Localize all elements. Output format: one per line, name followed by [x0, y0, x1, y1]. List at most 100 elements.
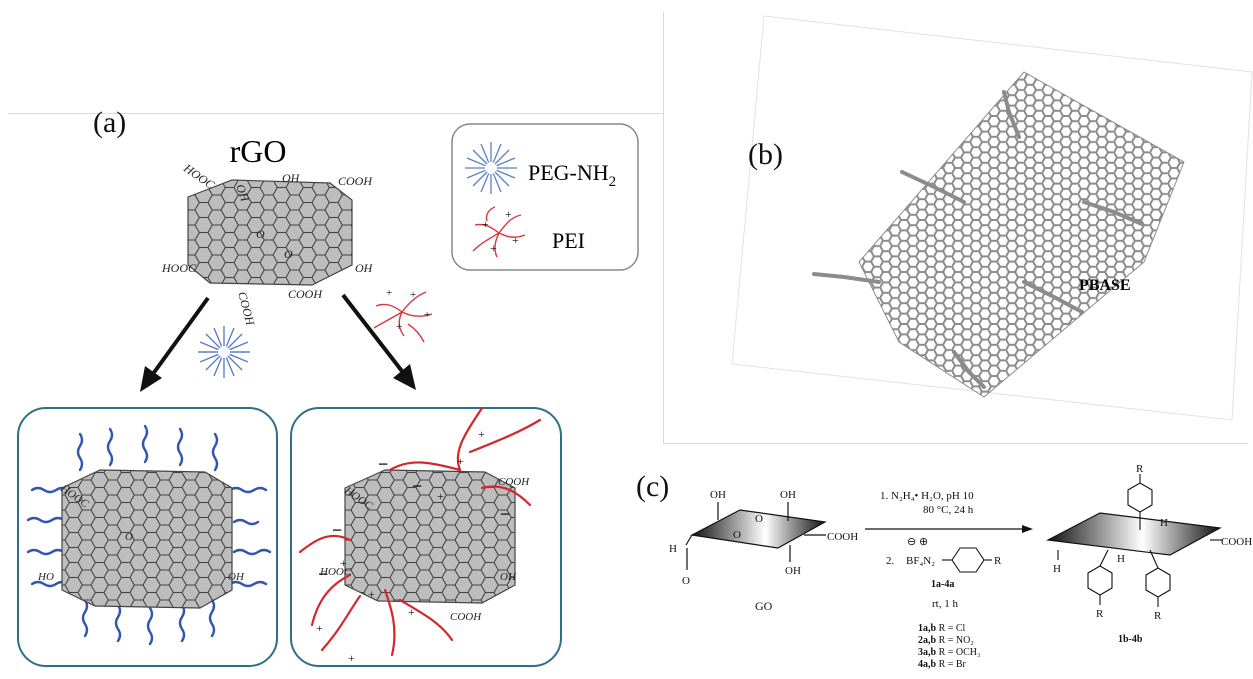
group-oh-3: OH: [355, 261, 374, 275]
panel-b-image: PBASE: [731, 15, 1253, 421]
product-h-1: H: [1160, 517, 1168, 529]
pei-group-oh: OH: [500, 571, 517, 583]
go-o-1: O: [682, 575, 690, 587]
pei-charge-4: +: [490, 241, 497, 255]
pei-group-hooc-2: HOOC: [319, 566, 352, 578]
pei-legend-icon: [472, 206, 526, 258]
go-h: H: [669, 543, 677, 555]
step2-number: 2.: [886, 555, 895, 567]
group-o-1: O: [256, 227, 265, 241]
peg-chains: [26, 424, 272, 646]
pei-legend-label: PEI: [552, 228, 585, 253]
legend-box: [451, 123, 639, 271]
graphene-sheet: [858, 71, 1185, 398]
pbase-linkers: [812, 90, 1144, 389]
pei-box-charge-5: +: [368, 587, 375, 601]
pei-box-charge-4: +: [340, 556, 347, 570]
frame-line-top: [8, 113, 663, 114]
pei-cluster-charge-4: +: [396, 321, 402, 333]
peg-group-o: O: [125, 531, 133, 543]
frame-line-bottom: [663, 443, 1248, 444]
product-r-1: R: [1136, 463, 1144, 475]
product-h-2: H: [1053, 563, 1061, 575]
panel-c: (c) OH OH COOH OH H O: [630, 450, 1253, 679]
product-sheet: [1046, 512, 1222, 556]
rgo-sheet: [187, 179, 353, 286]
group-oh-1: OH: [233, 182, 253, 204]
go-o-3: O: [733, 529, 741, 541]
rgo-title: rGO: [230, 133, 287, 169]
pei-minus-2: −: [412, 476, 422, 496]
panel-c-scheme: OH OH COOH OH H O O O GO 1. N₂H₄• H₂O, p…: [669, 463, 1252, 670]
product-h-3: H: [1117, 553, 1125, 565]
pei-chains: [298, 406, 542, 657]
pei-sheet: [344, 469, 516, 604]
panel-a-label: (a): [93, 106, 127, 139]
svg-text:3a,b R = OCH₃: 3a,b R = OCH₃: [918, 647, 980, 658]
pei-group-cooh-2: COOH: [450, 611, 482, 623]
pei-box-charge-8: +: [348, 651, 355, 665]
pei-cluster-charge-1: +: [386, 287, 392, 299]
product-aryl-rings: [1057, 474, 1222, 607]
pei-cluster-charge-3: +: [424, 309, 430, 321]
substituent-list: 1a,b R = Cl 2a,b R = NO₂ 3a,b R = OCH₃ 4…: [918, 623, 980, 670]
pei-box-charge-3: +: [478, 427, 485, 441]
step2-r: R: [994, 555, 1002, 567]
reagent-id: 1a-4a: [931, 579, 954, 590]
pei-charge-1: +: [482, 217, 489, 231]
product-r-2: R: [1096, 608, 1104, 620]
panel-c-label: (c): [636, 470, 670, 503]
panel-a: (a) rGO HOOC OH OH COOH HOOC OH COOH COO…: [17, 106, 639, 667]
peg-micelle-icon: [197, 325, 251, 379]
group-cooh-3: COOH: [288, 287, 323, 301]
aryl-ring-reagent: [942, 547, 992, 573]
pei-cluster-icon: [373, 291, 433, 343]
arrow-to-peg: [140, 296, 210, 392]
peg-legend-label: PEG-NH2: [528, 160, 616, 190]
group-cooh-1: COOH: [338, 174, 373, 188]
svg-text:1a,b R = Cl: 1a,b R = Cl: [918, 623, 966, 634]
go-sheet: [690, 509, 827, 549]
panel-b: PBASE (b): [664, 12, 1253, 444]
product-r-3: R: [1154, 610, 1162, 622]
pei-minus-4: −: [318, 564, 328, 584]
pei-box-charge-6: +: [408, 605, 415, 619]
peg-legend-icon: [465, 142, 517, 194]
pei-minus-1: −: [378, 454, 388, 474]
pei-box-charge-7: +: [316, 621, 323, 635]
pei-charge-3: +: [512, 233, 519, 247]
product-label: 1b-4b: [1118, 634, 1143, 645]
group-hooc-2: HOOC: [161, 261, 197, 275]
svg-text:2a,b R = NO₂: 2a,b R = NO₂: [918, 635, 974, 646]
panel-b-label: (b): [748, 138, 783, 171]
pei-minus-3: −: [332, 520, 342, 540]
diazonium-charges: ⊖ ⊕: [907, 536, 928, 548]
group-cooh-2: COOH: [235, 290, 258, 328]
pei-group-cooh: COOH: [498, 476, 530, 488]
pei-box-charge-2: +: [437, 489, 444, 503]
peg-sheet: [61, 469, 233, 609]
panel-a-diagram: rGO HOOC OH OH COOH HOOC OH COOH COOH O …: [17, 123, 639, 667]
frame-line-right: [663, 12, 664, 444]
go-cooh: COOH: [827, 531, 858, 543]
go-label: GO: [755, 599, 773, 613]
svg-text:4a,b R = Br: 4a,b R = Br: [918, 659, 967, 670]
go-oh-1: OH: [710, 489, 726, 501]
group-o-2: O: [284, 247, 293, 261]
step2-conditions: rt, 1 h: [932, 598, 958, 610]
pei-charge-2: +: [505, 207, 512, 221]
pei-minus-5: −: [500, 504, 510, 524]
step1-conditions: 80 °C, 24 h: [923, 504, 974, 516]
peg-group-ho: HO: [37, 571, 54, 583]
peg-group-oh: OH: [228, 571, 245, 583]
pei-box-charge-1: +: [457, 454, 464, 468]
step1-reagent: 1. N₂H₄• H₂O, pH 10: [880, 490, 974, 502]
product-cooh: COOH: [1221, 536, 1252, 548]
step2-reagent: BF₄N₂: [906, 555, 935, 567]
pei-cluster-charge-2: +: [410, 289, 416, 301]
arrow-to-pei: [341, 293, 416, 390]
go-oh-3: OH: [785, 565, 801, 577]
pbase-label: PBASE: [1079, 277, 1131, 294]
go-o-2: O: [755, 513, 763, 525]
go-oh-2: OH: [780, 489, 796, 501]
